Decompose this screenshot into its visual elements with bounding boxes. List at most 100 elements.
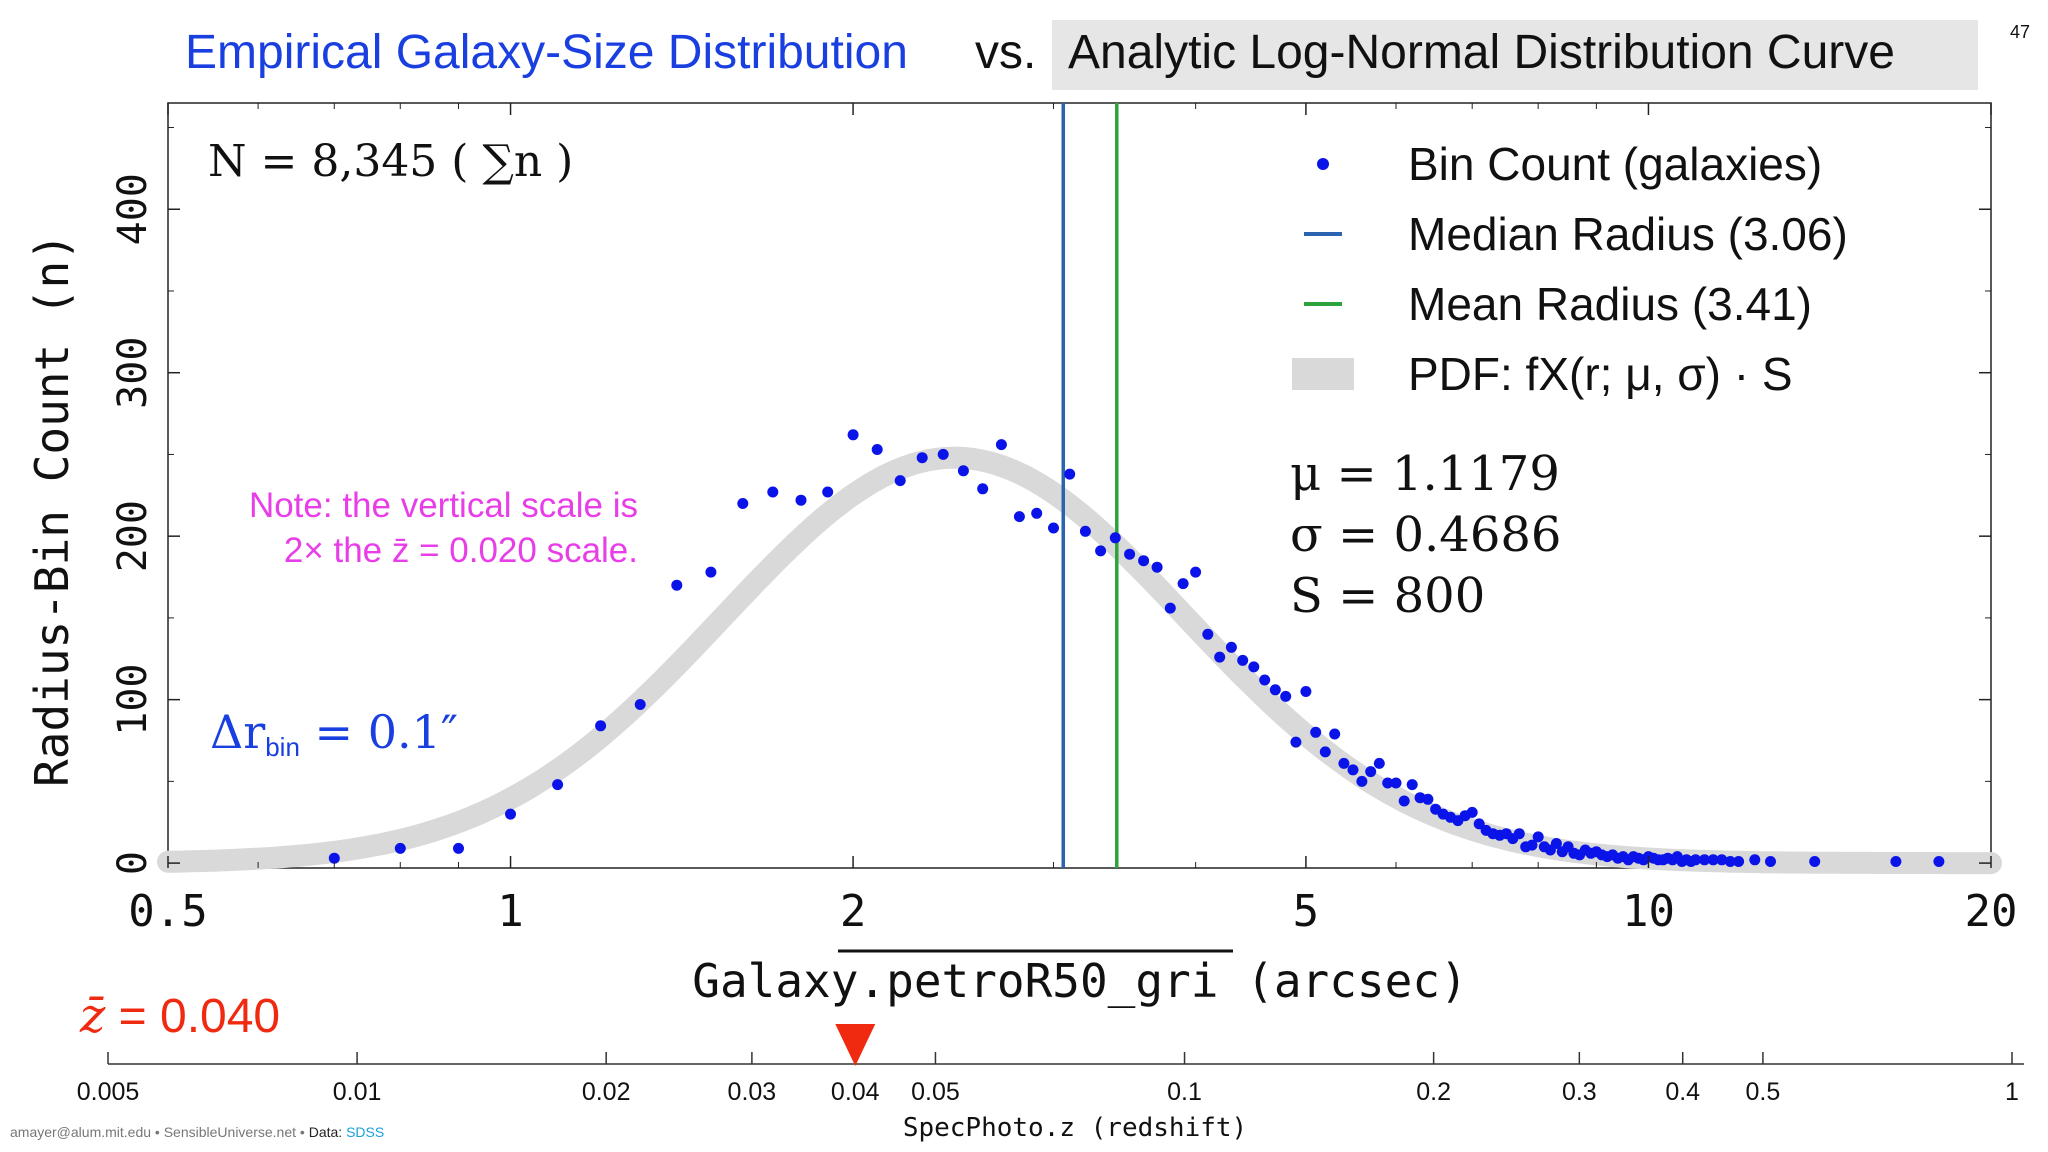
redshift-marker [835, 1024, 876, 1066]
redshift-tick-label: 1 [2005, 1078, 2019, 1106]
param-sigma: σ = 0.4686 [1290, 507, 1561, 563]
data-point [1280, 690, 1292, 702]
data-point [1095, 545, 1107, 557]
bin-width-symbol: Δr [210, 705, 265, 759]
y-tick-label: 100 [110, 664, 156, 736]
y-tick-label: 400 [110, 173, 156, 245]
y-tick-label: 200 [110, 500, 156, 572]
redshift-axis-label: SpecPhoto.z (redshift) [903, 1113, 1247, 1143]
data-point [1733, 856, 1745, 867]
data-point [1422, 793, 1434, 805]
data-point [1124, 548, 1136, 560]
title-highlight-box [1052, 20, 1978, 90]
legend-pdf-marker [1292, 358, 1354, 390]
redshift-tick-label: 0.2 [1416, 1078, 1451, 1106]
footer-data-label: Data: [308, 1124, 347, 1140]
data-point [394, 842, 406, 854]
data-point [1248, 661, 1260, 673]
legend-label-pdf: PDF: fX(r; μ, σ) · S [1408, 348, 1793, 400]
slide-title-svg: Empirical Galaxy-Size Distribution vs. A… [185, 20, 1978, 90]
redshift-tick-label: 0.01 [333, 1078, 382, 1106]
footer-data-source-link[interactable]: SDSS [346, 1124, 385, 1140]
redshift-tick-label: 0.02 [582, 1078, 631, 1106]
x-tick-label: 1 [497, 886, 524, 937]
x-tick-label: 0.5 [128, 886, 207, 937]
redshift-axis: 0.005 0.01 0.02 0.03 0.04 0.05 0.1 0.2 0.3 0.4 0.5… [77, 1024, 2024, 1143]
data-point [1225, 641, 1237, 653]
data-point [1382, 777, 1394, 789]
legend: Bin Count (galaxies) Median Radius (3.06… [1292, 138, 1848, 400]
data-point [505, 808, 516, 820]
data-point [916, 452, 928, 464]
data-point [1473, 818, 1485, 830]
data-point [1013, 511, 1025, 523]
data-point [767, 486, 779, 498]
data-point [1177, 578, 1189, 590]
x-ticks-layer: 0.5 1 2 5 10 20 [128, 103, 2017, 937]
data-point [1310, 726, 1322, 738]
x-tick-label: 5 [1293, 886, 1320, 937]
z-value: = 0.040 [105, 990, 280, 1043]
data-point [1109, 532, 1121, 544]
n-total-annotation: N = 8,345 ( ∑n ) [208, 136, 573, 187]
data-point [1190, 566, 1202, 578]
data-point [1300, 686, 1312, 697]
data-point [1048, 522, 1059, 534]
data-point [328, 852, 340, 864]
legend-label-median: Median Radius (3.06) [1408, 208, 1848, 260]
y-axis-label: Radius-Bin Count (n) [25, 233, 79, 787]
slide-title: Empirical Galaxy-Size Distribution vs. A… [0, 14, 2048, 104]
data-point [847, 429, 859, 441]
legend-point-marker [1317, 158, 1329, 170]
data-point [1466, 806, 1478, 818]
redshift-tick-label: 0.005 [77, 1078, 140, 1106]
data-point [1365, 766, 1377, 778]
redshift-tick-label: 0.1 [1167, 1078, 1202, 1106]
data-point [705, 566, 717, 578]
redshift-tick-label: 0.04 [831, 1078, 880, 1106]
title-connector: vs. [975, 26, 1036, 79]
data-point [1202, 628, 1214, 640]
redshift-tick-label: 0.4 [1665, 1078, 1700, 1106]
redshift-tick-label: 0.03 [728, 1078, 777, 1106]
y-ticks-layer: 0 100 200 300 400 [110, 127, 1991, 875]
note-line-2: 2× the z̄ = 0.020 scale. [284, 531, 638, 570]
redshift-tick-label: 0.3 [1562, 1078, 1597, 1106]
data-point [1724, 856, 1736, 867]
data-point [977, 483, 989, 495]
data-point [1338, 757, 1350, 769]
data-point [1290, 736, 1302, 748]
data-point [1064, 468, 1076, 480]
data-point [1269, 684, 1281, 696]
data-point [1390, 777, 1402, 789]
data-point [1151, 561, 1163, 573]
y-tick-label: 300 [110, 337, 156, 409]
data-point [1765, 856, 1776, 867]
x-axis-label: Galaxy.petroR50_gri (arcsec) [692, 954, 1467, 1008]
data-point [995, 439, 1007, 451]
data-point [595, 720, 607, 732]
redshift-ticks-layer: 0.005 0.01 0.02 0.03 0.04 0.05 0.1 0.2 0.3 0.4 0.5… [77, 1052, 2019, 1106]
footer: amayer@alum.mit.edu • SensibleUniverse.n… [10, 1124, 384, 1140]
slide-number: 47 [2010, 22, 2031, 42]
z-value-annotation: z̄ = 0.040 [79, 988, 280, 1044]
x-tick-label: 10 [1622, 886, 1675, 937]
z-bar-symbol: z̄ [79, 988, 106, 1044]
bin-width-annotation: Δrbin = 0.1″ [210, 705, 458, 762]
param-mu: μ = 1.1179 [1290, 446, 1560, 502]
footer-author: amayer@alum.mit.edu • SensibleUniverse.n… [10, 1124, 309, 1140]
data-point [1716, 854, 1728, 866]
data-points-layer [328, 429, 1945, 867]
data-point [1809, 856, 1821, 867]
data-point [1259, 674, 1271, 686]
data-point [1532, 831, 1544, 843]
data-point [894, 475, 906, 487]
redshift-tick-label: 0.5 [1746, 1078, 1781, 1106]
data-point [1707, 854, 1719, 866]
data-point [1356, 775, 1368, 787]
data-point [1164, 602, 1176, 614]
reference-lines-layer [1061, 103, 1119, 868]
title-part2: Analytic Log-Normal Distribution Curve [1068, 26, 1895, 79]
data-point [737, 498, 749, 509]
